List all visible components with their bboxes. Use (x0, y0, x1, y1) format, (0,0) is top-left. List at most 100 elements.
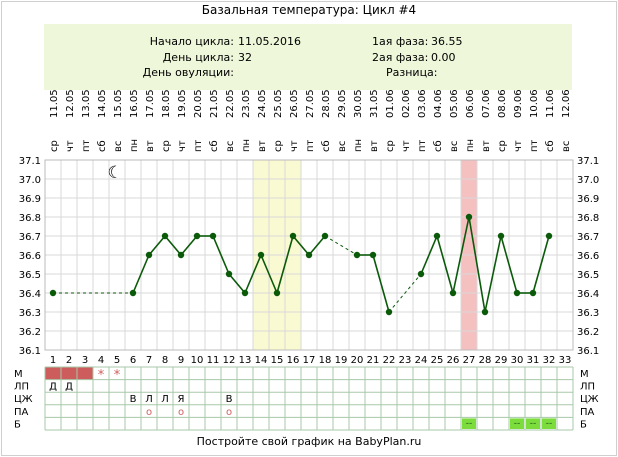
weekday-label: сб (209, 140, 220, 152)
temperature-point (145, 251, 153, 259)
phase1-value: 36.55 (431, 35, 463, 48)
date-label: 19.05 (177, 89, 188, 118)
date-label: 01.06 (385, 89, 396, 118)
weekday-label: ср (273, 140, 284, 152)
temperature-point (529, 289, 537, 297)
weekday-label: пт (305, 139, 316, 152)
date-label: 10.06 (529, 89, 540, 118)
footer-link[interactable]: Постройте свой график на BabyPlan.ru (196, 435, 422, 448)
date-label: 15.05 (113, 89, 124, 118)
weekday-label: сб (545, 140, 556, 152)
temperature-segment (244, 254, 262, 294)
date-label: 22.05 (225, 89, 236, 118)
date-label: 09.06 (513, 89, 524, 118)
weekday-label: пт (81, 139, 92, 152)
circle-mark: o (226, 407, 232, 418)
weekday-label: вс (337, 141, 348, 152)
weekday-label: чт (65, 140, 76, 152)
day-number-label: 30 (511, 355, 524, 366)
weekday-label: вс (225, 141, 236, 152)
weekday-label: вт (145, 140, 156, 152)
y-tick-right: 36.6 (577, 251, 599, 262)
row-label-right: ЛП (580, 382, 595, 393)
weekday-label: вт (481, 140, 492, 152)
weekday-label: ср (161, 140, 172, 152)
y-tick-left: 36.3 (19, 308, 41, 319)
y-tick-right: 36.4 (577, 289, 599, 300)
date-label: 18.05 (161, 89, 172, 118)
weekday-label: пт (417, 139, 428, 152)
cell-mark: Д (65, 382, 73, 393)
weekday-label: пт (529, 139, 540, 152)
phase2-label: 2ая фаза: (372, 51, 429, 64)
y-tick-left: 37.0 (19, 175, 41, 186)
y-tick-left: 36.1 (19, 346, 41, 357)
weekday-label: сб (97, 140, 108, 152)
day-number-label: 16 (287, 355, 300, 366)
day-number-label: 20 (351, 355, 364, 366)
cell-mark: Л (145, 394, 153, 405)
menstruation-cell (77, 367, 93, 380)
weekday-label: чт (289, 140, 300, 152)
day-number-label: 6 (130, 355, 136, 366)
test-mark: -- (466, 418, 473, 428)
day-number-label: 23 (399, 355, 412, 366)
cycle-start-value: 11.05.2016 (238, 35, 301, 48)
date-label: 25.05 (273, 89, 284, 118)
cycle-info-panel: Начало цикла: 11.05.2016 День цикла: 32 … (44, 24, 572, 90)
date-label: 07.06 (481, 89, 492, 118)
y-tick-right: 37.0 (577, 175, 599, 186)
ovulation-day-label: День овуляции: (142, 66, 234, 79)
star-mark: * (114, 368, 121, 383)
cell-mark: В (130, 394, 137, 405)
temperature-point (241, 289, 249, 297)
y-tick-left: 36.9 (19, 194, 41, 205)
day-number-label: 22 (383, 355, 396, 366)
row-label-right: М (580, 369, 589, 380)
menstruation-cell (61, 367, 77, 380)
day-number-label: 24 (415, 355, 428, 366)
row-label-right: Б (580, 419, 587, 430)
chart-title: Базальная температура: Цикл #4 (201, 3, 417, 17)
weekday-label: чт (513, 140, 524, 152)
temperature-point (449, 289, 457, 297)
test-mark: -- (514, 418, 521, 428)
temperature-point (49, 289, 57, 297)
temperature-segment (452, 216, 470, 294)
date-label: 23.05 (241, 89, 252, 118)
date-label: 17.05 (145, 89, 156, 118)
date-label: 12.06 (561, 89, 572, 118)
y-tick-right: 36.2 (577, 327, 599, 338)
cycle-day-value: 32 (238, 51, 252, 64)
date-label: 11.05 (49, 89, 60, 118)
menstruation-cell (45, 367, 61, 380)
y-tick-left: 36.7 (19, 232, 41, 243)
date-label: 14.05 (97, 89, 108, 118)
y-tick-right: 36.1 (577, 346, 599, 357)
plot-border (44, 159, 574, 351)
day-number-label: 32 (543, 355, 556, 366)
temperature-point (161, 232, 169, 240)
date-label: 27.05 (305, 89, 316, 118)
cell-mark: Л (161, 394, 169, 405)
row-label-right: ПА (580, 407, 595, 418)
circle-mark: o (146, 407, 152, 418)
test-mark: -- (530, 418, 537, 428)
difference-label: Разница: (386, 66, 438, 79)
weekday-label: вт (369, 140, 380, 152)
day-number-label: 31 (527, 355, 540, 366)
temperature-segment (180, 235, 198, 256)
temperature-point (177, 251, 185, 259)
day-number-label: 5 (114, 355, 120, 366)
date-label: 12.05 (65, 89, 76, 118)
weekday-label: пн (353, 139, 364, 152)
y-tick-left: 36.5 (19, 270, 41, 281)
day-number-label: 28 (479, 355, 492, 366)
day-number-label: 33 (559, 355, 572, 366)
temperature-gap-segment (388, 273, 422, 313)
y-tick-right: 37.1 (577, 156, 599, 167)
day-number-label: 19 (335, 355, 348, 366)
y-tick-left: 36.6 (19, 251, 41, 262)
row-label-left: Б (14, 419, 21, 430)
